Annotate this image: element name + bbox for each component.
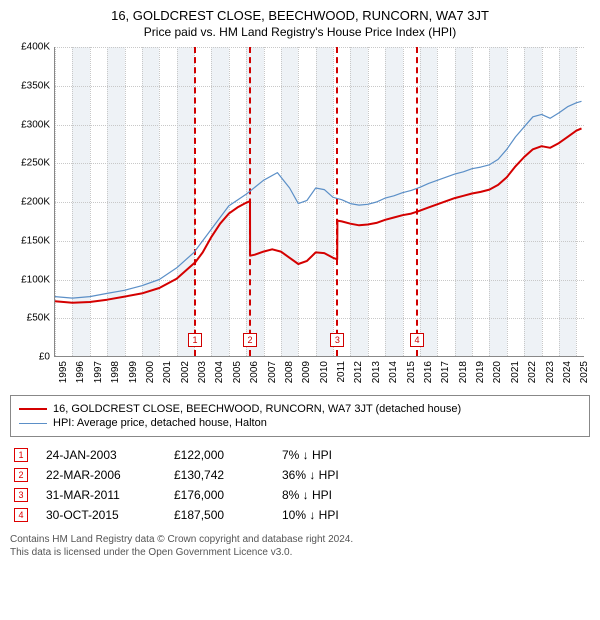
x-axis-label: 2017 [440, 361, 451, 383]
x-axis-label: 2012 [353, 361, 364, 383]
chart-series-svg [55, 47, 585, 357]
x-axis-label: 2022 [527, 361, 538, 383]
sale-price: £187,500 [174, 508, 264, 522]
sale-price: £122,000 [174, 448, 264, 462]
sale-date: 30-OCT-2015 [46, 508, 156, 522]
sale-date: 22-MAR-2006 [46, 468, 156, 482]
y-axis-label: £300K [21, 119, 50, 130]
sale-delta: 10% ↓ HPI [282, 508, 392, 522]
x-axis-label: 2001 [162, 361, 173, 383]
x-axis-label: 2014 [388, 361, 399, 383]
x-axis-label: 1995 [58, 361, 69, 383]
sale-delta: 36% ↓ HPI [282, 468, 392, 482]
sale-row-marker: 1 [14, 448, 28, 462]
chart-area: £0£50K£100K£150K£200K£250K£300K£350K£400… [10, 47, 590, 391]
x-axis-label: 1999 [128, 361, 139, 383]
legend: 16, GOLDCREST CLOSE, BEECHWOOD, RUNCORN,… [10, 395, 590, 437]
x-axis-label: 2006 [249, 361, 260, 383]
x-axis-label: 2008 [284, 361, 295, 383]
sale-row: 2 22-MAR-2006 £130,742 36% ↓ HPI [10, 465, 590, 485]
legend-label: HPI: Average price, detached house, Halt… [53, 417, 267, 429]
attribution-line: Contains HM Land Registry data © Crown c… [10, 533, 590, 546]
x-axis-label: 2023 [545, 361, 556, 383]
attribution: Contains HM Land Registry data © Crown c… [10, 533, 590, 559]
y-axis-label: £400K [21, 42, 50, 53]
x-axis-labels: 1995 1996 1997 1998 1999 2000 2001 2002 2003 2004… [54, 361, 584, 395]
x-axis-label: 2010 [319, 361, 330, 383]
sale-marker-box: 4 [410, 333, 424, 347]
legend-swatch [19, 408, 47, 410]
sales-table: 1 24-JAN-2003 £122,000 7% ↓ HPI 2 22-MAR-2006… [10, 445, 590, 525]
chart-title: 16, GOLDCREST CLOSE, BEECHWOOD, RUNCORN,… [10, 8, 590, 23]
x-axis-label: 1997 [93, 361, 104, 383]
sale-price: £130,742 [174, 468, 264, 482]
series-hpi [55, 101, 582, 298]
attribution-line: This data is licensed under the Open Gov… [10, 546, 590, 559]
sale-row-marker: 3 [14, 488, 28, 502]
sale-row: 4 30-OCT-2015 £187,500 10% ↓ HPI [10, 505, 590, 525]
x-axis-label: 2025 [579, 361, 590, 383]
sale-marker-box: 2 [243, 333, 257, 347]
sale-date: 31-MAR-2011 [46, 488, 156, 502]
x-axis-label: 2020 [492, 361, 503, 383]
x-axis-label: 2018 [458, 361, 469, 383]
sale-row: 3 31-MAR-2011 £176,000 8% ↓ HPI [10, 485, 590, 505]
x-axis-label: 2007 [267, 361, 278, 383]
x-axis-label: 2005 [232, 361, 243, 383]
x-axis-label: 1996 [75, 361, 86, 383]
y-axis-label: £50K [27, 313, 50, 324]
y-axis-label: £200K [21, 197, 50, 208]
x-axis-label: 2004 [214, 361, 225, 383]
plot-area: 1 2 3 4 [54, 47, 584, 357]
y-axis-label: £100K [21, 274, 50, 285]
legend-label: 16, GOLDCREST CLOSE, BEECHWOOD, RUNCORN,… [53, 403, 461, 415]
sale-date: 24-JAN-2003 [46, 448, 156, 462]
x-axis-label: 1998 [110, 361, 121, 383]
x-axis-label: 2003 [197, 361, 208, 383]
x-axis-label: 2024 [562, 361, 573, 383]
sale-marker-box: 3 [330, 333, 344, 347]
sale-marker-box: 1 [188, 333, 202, 347]
legend-swatch [19, 423, 47, 424]
sale-delta: 8% ↓ HPI [282, 488, 392, 502]
sale-delta: 7% ↓ HPI [282, 448, 392, 462]
y-axis-label: £150K [21, 235, 50, 246]
sale-price: £176,000 [174, 488, 264, 502]
legend-item: HPI: Average price, detached house, Halt… [19, 416, 581, 430]
y-axis-label: £250K [21, 158, 50, 169]
y-axis-label: £0 [39, 352, 50, 363]
x-axis-label: 2009 [301, 361, 312, 383]
x-axis-label: 2021 [510, 361, 521, 383]
legend-item: 16, GOLDCREST CLOSE, BEECHWOOD, RUNCORN,… [19, 402, 581, 416]
y-axis-label: £350K [21, 80, 50, 91]
x-axis-label: 2019 [475, 361, 486, 383]
x-axis-label: 2000 [145, 361, 156, 383]
sale-row-marker: 2 [14, 468, 28, 482]
x-axis-label: 2016 [423, 361, 434, 383]
x-axis-label: 2015 [406, 361, 417, 383]
sale-row: 1 24-JAN-2003 £122,000 7% ↓ HPI [10, 445, 590, 465]
chart-subtitle: Price paid vs. HM Land Registry's House … [10, 25, 590, 39]
x-axis-label: 2013 [371, 361, 382, 383]
chart-container: 16, GOLDCREST CLOSE, BEECHWOOD, RUNCORN,… [0, 0, 600, 567]
x-axis-label: 2011 [336, 361, 347, 383]
sale-row-marker: 4 [14, 508, 28, 522]
x-axis-label: 2002 [180, 361, 191, 383]
